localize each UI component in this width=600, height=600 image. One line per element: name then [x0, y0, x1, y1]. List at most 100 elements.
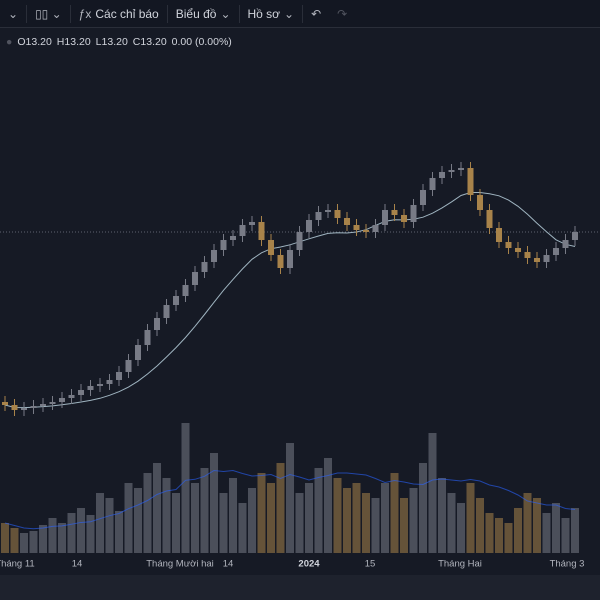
legend-value: 13.20 [101, 36, 128, 48]
chart-button[interactable]: Biểu đồ ⌄ [175, 6, 231, 21]
legend-key: C [132, 36, 141, 48]
candle-body [439, 172, 445, 178]
volume-bar [143, 473, 152, 553]
volume-bar [210, 453, 218, 553]
volume-average [4, 469, 576, 530]
candle-body [429, 178, 436, 190]
volume-bar [191, 483, 199, 553]
volume-bar [438, 478, 446, 553]
x-tick-label: 14 [223, 559, 234, 570]
candle-body [572, 232, 578, 240]
candle-body [372, 225, 379, 232]
candle-body [344, 218, 350, 225]
volume-bar [229, 478, 237, 553]
volume-bar [1, 523, 9, 553]
candle-body [220, 240, 227, 250]
candle-body [201, 262, 208, 272]
separator [166, 4, 168, 23]
volume-bar [276, 463, 285, 553]
undo-button[interactable]: ↶ [311, 6, 322, 21]
volume-bar [238, 503, 247, 553]
volume-bar [476, 498, 484, 553]
candle-body [458, 168, 464, 170]
candle-body [534, 258, 540, 262]
candle-body [562, 240, 569, 248]
volume-bar [286, 443, 294, 553]
volume-bar [514, 508, 522, 553]
volume-bar [86, 515, 95, 553]
volume-bar [523, 493, 532, 553]
candle-body [334, 210, 341, 218]
volume-bar [371, 498, 380, 553]
x-tick-label: Tháng 11 [0, 559, 35, 570]
legend-item: C13.20 [133, 36, 167, 48]
legend-key: L [95, 36, 102, 48]
volume-bar [390, 473, 399, 553]
redo-button[interactable]: ↷ [337, 6, 348, 21]
candle-body [97, 384, 103, 386]
candle-body [353, 225, 360, 230]
volume-bar [305, 483, 313, 553]
candle-body [477, 195, 483, 210]
candle-body [524, 252, 531, 258]
legend-item: L13.20 [96, 36, 128, 48]
volume-bar [362, 493, 370, 553]
symbol-icon: ● [6, 36, 13, 48]
x-tick-label: 15 [365, 559, 376, 570]
candle-body [306, 220, 312, 232]
volume-bar [172, 493, 180, 553]
candle-body [68, 395, 75, 398]
volume-bar [571, 508, 579, 553]
volume-bar [314, 468, 323, 553]
candle-body [59, 398, 65, 402]
candle-body [515, 248, 521, 252]
candle-body [277, 255, 284, 268]
menu-caret[interactable]: ⌄ [8, 6, 19, 21]
legend-key: O [17, 36, 26, 48]
x-tick-label: 14 [72, 559, 83, 570]
ohlc-legend: ● O13.20 H13.20 L13.20 C13.20 0.00 (0.00%) [6, 36, 232, 48]
candle-body [135, 345, 141, 360]
volume-bar [48, 518, 57, 553]
volume-bar [96, 493, 104, 553]
volume-bar [58, 523, 66, 553]
candle-body [287, 250, 293, 268]
volume-bar [115, 511, 123, 553]
candle-body [11, 405, 18, 410]
chart-label: Biểu đồ [175, 6, 217, 21]
chart-type[interactable]: ▯▯ ⌄ [35, 6, 62, 21]
legend-change: 0.00 (0.00%) [171, 36, 232, 48]
candle-body [192, 272, 198, 285]
volume-bar [466, 483, 475, 553]
candle-body [315, 212, 322, 220]
volume-bar [20, 533, 28, 553]
volume-bar [105, 498, 114, 553]
volume-bar [352, 483, 361, 553]
profile-button[interactable]: Hồ sơ ⌄ [247, 6, 295, 21]
candle-body [49, 402, 56, 404]
indicators-label: Các chỉ báo [95, 6, 159, 21]
time-axis-bg [0, 555, 600, 575]
candle-body [496, 228, 502, 242]
separator [238, 4, 240, 23]
volume-bar [257, 473, 266, 553]
volume-bar [162, 478, 171, 553]
volume-bar [381, 483, 389, 553]
candle-body [144, 330, 151, 345]
volume-bar [267, 483, 275, 553]
indicators-button[interactable]: ƒx Các chỉ báo [78, 6, 159, 21]
volume-bar [124, 483, 133, 553]
legend-value: 13.20 [64, 36, 91, 48]
volume-bar [485, 513, 494, 553]
candle-body [211, 250, 217, 262]
volume-bar [561, 518, 570, 553]
volume-bar [67, 513, 76, 553]
volume-bar [324, 458, 332, 553]
candle-body [401, 215, 407, 222]
legend-item: O13.20 [17, 36, 51, 48]
volume-bar [504, 523, 513, 553]
candle-body [382, 210, 388, 225]
candle-body [125, 360, 132, 372]
